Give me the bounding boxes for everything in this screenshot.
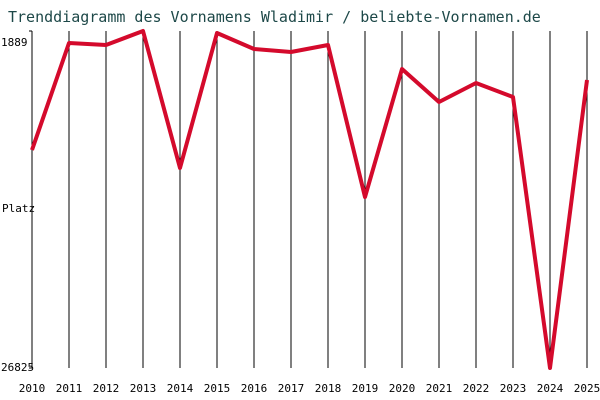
x-tick-label: 2010: [19, 382, 46, 395]
x-tick-label: 2013: [130, 382, 157, 395]
x-tick-label: 2016: [241, 382, 268, 395]
y-axis-label: Platz: [2, 202, 35, 215]
x-tick-label: 2012: [93, 382, 120, 395]
x-tick-label: 2015: [204, 382, 231, 395]
x-tick-label: 2014: [167, 382, 194, 395]
x-tick-label: 2019: [352, 382, 379, 395]
x-tick-label: 2021: [426, 382, 453, 395]
x-tick-label: 2025: [574, 382, 600, 395]
x-tick-label: 2018: [315, 382, 342, 395]
x-tick-label: 2011: [56, 382, 83, 395]
y-tick-label: 1889: [1, 36, 28, 49]
data-line: [30, 29, 589, 370]
x-tick-label: 2017: [278, 382, 305, 395]
x-tick-label: 2023: [500, 382, 527, 395]
x-tick-label: 2024: [537, 382, 564, 395]
x-tick-label: 2022: [463, 382, 490, 395]
chart-title: Trenddiagramm des Vornamens Wladimir / b…: [8, 8, 541, 26]
x-tick-label: 2020: [389, 382, 416, 395]
y-tick-label: 26825: [1, 361, 34, 374]
